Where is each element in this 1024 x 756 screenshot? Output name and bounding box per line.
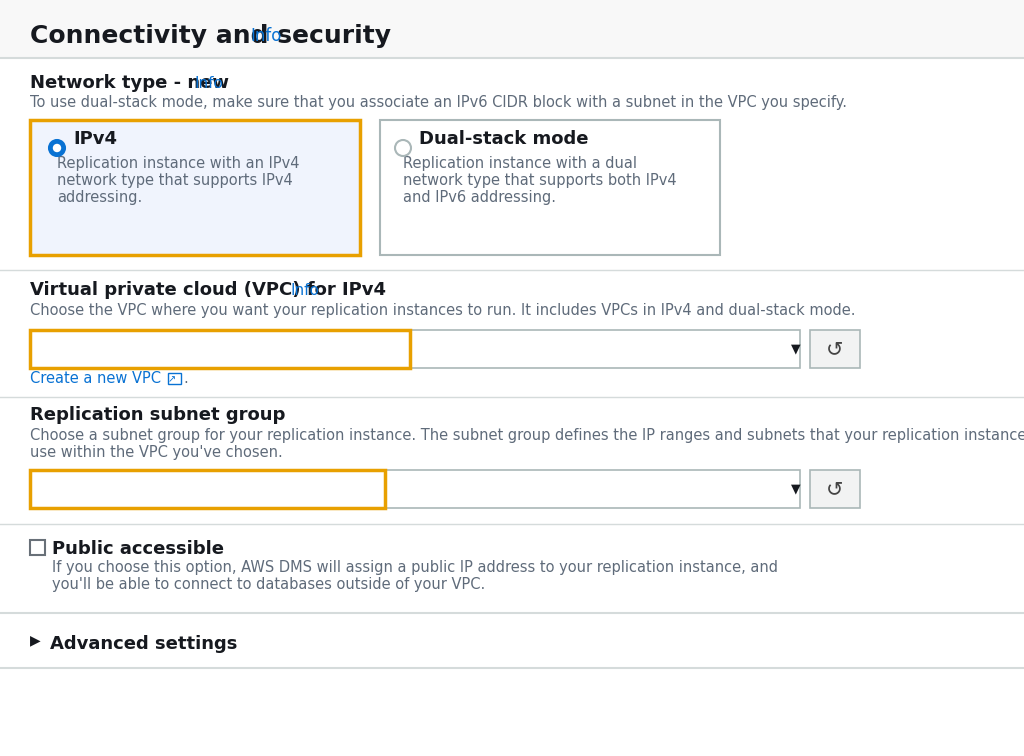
Text: ↗: ↗ bbox=[168, 374, 176, 384]
Text: Info: Info bbox=[290, 283, 318, 298]
Bar bbox=[30, 330, 410, 368]
Text: Connectivity and security: Connectivity and security bbox=[30, 24, 391, 48]
Text: Network type - new: Network type - new bbox=[30, 74, 229, 92]
Bar bbox=[30, 540, 45, 555]
Text: network type that supports both IPv4: network type that supports both IPv4 bbox=[403, 173, 677, 188]
Text: To use dual-stack mode, make sure that you associate an IPv6 CIDR block with a s: To use dual-stack mode, make sure that y… bbox=[30, 95, 847, 110]
Text: Public accessible: Public accessible bbox=[52, 540, 224, 558]
Bar bbox=[30, 330, 800, 368]
Text: Choose the VPC where you want your replication instances to run. It includes VPC: Choose the VPC where you want your repli… bbox=[30, 303, 855, 318]
Bar bbox=[168, 373, 181, 384]
Text: Choose a subnet group for your replication instance. The subnet group defines th: Choose a subnet group for your replicati… bbox=[30, 428, 1024, 443]
Text: IPv4: IPv4 bbox=[73, 130, 117, 148]
Text: Default VPC (vpc-068136fee61f9b324): Default VPC (vpc-068136fee61f9b324) bbox=[42, 343, 338, 358]
Text: network type that supports IPv4: network type that supports IPv4 bbox=[57, 173, 293, 188]
Text: ▼: ▼ bbox=[792, 342, 801, 355]
Text: ↺: ↺ bbox=[826, 339, 844, 359]
Text: ↺: ↺ bbox=[826, 479, 844, 499]
Text: Replication instance with a dual: Replication instance with a dual bbox=[403, 156, 637, 171]
Text: Replication instance with an IPv4: Replication instance with an IPv4 bbox=[57, 156, 299, 171]
Text: use within the VPC you've chosen.: use within the VPC you've chosen. bbox=[30, 445, 283, 460]
Text: Replication subnet group: Replication subnet group bbox=[30, 406, 286, 424]
Text: ▶: ▶ bbox=[30, 633, 41, 647]
Bar bbox=[810, 470, 860, 508]
Bar bbox=[0, 0, 1024, 58]
Text: you'll be able to connect to databases outside of your VPC.: you'll be able to connect to databases o… bbox=[52, 577, 485, 592]
Text: default-vpc-068136fee61f9b324: default-vpc-068136fee61f9b324 bbox=[42, 483, 290, 498]
Bar bbox=[810, 330, 860, 368]
Text: Info: Info bbox=[250, 27, 282, 45]
Text: If you choose this option, AWS DMS will assign a public IP address to your repli: If you choose this option, AWS DMS will … bbox=[52, 560, 778, 575]
Text: Info: Info bbox=[195, 76, 224, 91]
Bar bbox=[380, 120, 720, 255]
Bar bbox=[30, 470, 800, 508]
Text: Virtual private cloud (VPC) for IPv4: Virtual private cloud (VPC) for IPv4 bbox=[30, 281, 386, 299]
Circle shape bbox=[53, 144, 60, 151]
Text: .: . bbox=[183, 371, 187, 386]
Bar bbox=[30, 470, 385, 508]
Text: Advanced settings: Advanced settings bbox=[50, 635, 238, 653]
Text: addressing.: addressing. bbox=[57, 190, 142, 205]
Circle shape bbox=[395, 140, 411, 156]
Bar bbox=[30, 120, 360, 255]
Circle shape bbox=[49, 140, 65, 156]
Text: Dual-stack mode: Dual-stack mode bbox=[419, 130, 589, 148]
Text: ▼: ▼ bbox=[792, 482, 801, 495]
Text: Create a new VPC: Create a new VPC bbox=[30, 371, 161, 386]
Text: and IPv6 addressing.: and IPv6 addressing. bbox=[403, 190, 556, 205]
